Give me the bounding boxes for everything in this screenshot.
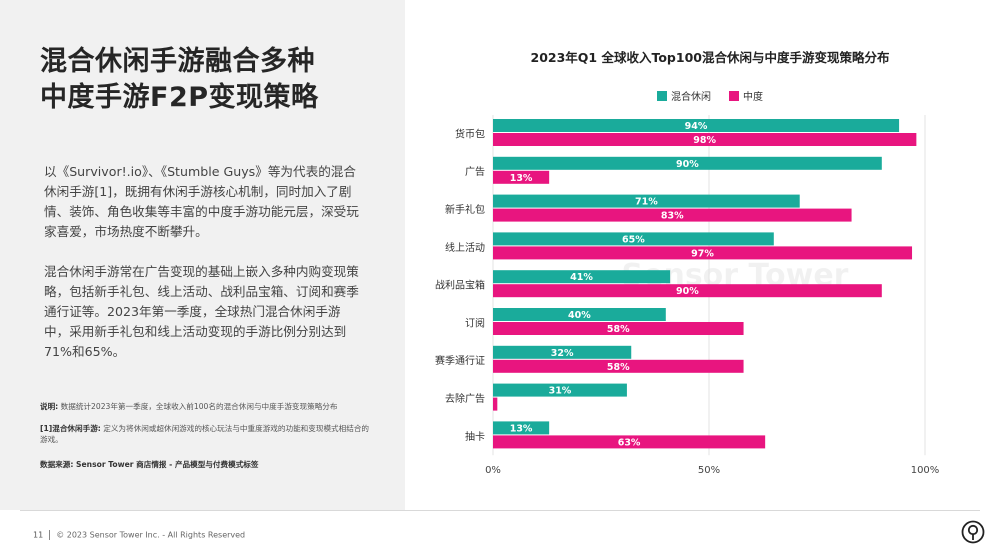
note-definition: [1]混合休闲手游: 定义为将休闲或超休闲游戏的核心玩法与中重度游戏的功能和变现…	[40, 423, 370, 445]
note-source: 数据来源: Sensor Tower 商店情报 - 产品模型与付费模式标签	[40, 460, 259, 469]
bar-hybrid-casual	[493, 270, 671, 284]
bar-midcore	[493, 133, 917, 146]
bar-value-label: 90%	[676, 159, 699, 170]
bar-hybrid-casual	[493, 421, 550, 435]
bar-midcore	[493, 246, 913, 260]
bar-value-label: 98%	[693, 135, 716, 146]
footer-divider	[20, 510, 980, 511]
body-paragraph-1: 以《Survivor!.io》、《Stumble Guys》等为代表的混合休闲手…	[44, 164, 359, 239]
bar-hybrid-casual	[493, 232, 774, 246]
bar-value-label: 58%	[607, 362, 630, 373]
legend-label-2: 中度	[743, 90, 763, 103]
page-title: 混合休闲手游融合多种 中度手游F2P变现策略	[40, 44, 319, 116]
category-label: 抽卡	[465, 430, 485, 443]
body-paragraph-2: 混合休闲手游常在广告变现的基础上嵌入多种内购变现策略，包括新手礼包、线上活动、战…	[44, 264, 359, 359]
category-label: 订阅	[465, 316, 485, 329]
title-line-2: 中度手游F2P变现策略	[40, 82, 319, 113]
bar-value-label: 40%	[568, 310, 591, 321]
legend-label-1: 混合休闲	[671, 90, 711, 103]
bar-midcore	[493, 397, 498, 411]
x-tick-label-0: 0%	[485, 465, 501, 476]
footer-separator	[49, 530, 51, 540]
category-label: 线上活动	[445, 241, 485, 254]
bar-hybrid-casual	[493, 345, 632, 359]
bar-value-label: 41%	[570, 272, 593, 283]
note-description: 说明: 数据统计2023年第一季度，全球收入前100名的混合休闲与中度手游变现策…	[40, 401, 370, 412]
bar-midcore	[493, 435, 766, 449]
bar-value-label: 58%	[607, 324, 630, 335]
note-description-text: 数据统计2023年第一季度，全球收入前100名的混合休闲与中度手游变现策略分布	[60, 402, 338, 411]
bar-midcore	[493, 322, 744, 335]
bar-value-label: 13%	[510, 173, 533, 184]
bar-hybrid-casual	[493, 308, 666, 321]
page-number: 11	[33, 530, 44, 540]
sensor-tower-logo-icon	[961, 520, 985, 544]
bar-value-label: 94%	[685, 121, 708, 132]
bar-hybrid-casual	[493, 194, 800, 208]
bar-value-label: 63%	[618, 437, 641, 448]
note-description-label: 说明:	[40, 402, 59, 411]
bar-value-label: 83%	[661, 211, 684, 222]
category-label: 新手礼包	[445, 203, 485, 216]
x-tick-label-100: 100%	[911, 465, 940, 476]
note-definition-label: [1]混合休闲手游:	[40, 424, 101, 433]
bar-midcore	[493, 170, 550, 184]
left-panel: 混合休闲手游融合多种 中度手游F2P变现策略 以《Survivor!.io》、《…	[0, 0, 405, 510]
note-definition-text: 定义为将休闲或超休闲游戏的核心玩法与中重度游戏的功能和变现模式相结合的游戏。	[40, 424, 370, 444]
legend-swatch-2	[729, 91, 739, 101]
category-label: 广告	[465, 165, 485, 178]
category-label: 去除广告	[445, 392, 485, 405]
bar-hybrid-casual	[493, 119, 900, 132]
bar-value-label: 90%	[676, 286, 699, 297]
bar-midcore	[493, 208, 852, 222]
bar-midcore	[493, 359, 744, 373]
category-label: 货币包	[455, 127, 485, 140]
bar-value-label: 32%	[551, 348, 574, 359]
bar-hybrid-casual	[493, 156, 882, 170]
title-line-1: 混合休闲手游融合多种	[40, 46, 315, 77]
bar-hybrid-casual	[493, 383, 627, 397]
bar-value-label: 13%	[510, 423, 533, 434]
bar-value-label: 71%	[635, 197, 658, 208]
bar-value-label: 65%	[622, 234, 645, 245]
footer: 11 © 2023 Sensor Tower Inc. - All Rights …	[33, 530, 245, 540]
bar-value-label: 97%	[691, 248, 714, 259]
category-label: 战利品宝箱	[435, 279, 485, 292]
category-label: 赛季通行证	[435, 354, 485, 367]
legend-swatch-1	[657, 91, 667, 101]
bar-value-label: 31%	[549, 386, 572, 397]
bar-midcore	[493, 284, 882, 298]
chart-title: 2023年Q1 全球收入Top100混合休闲与中度手游变现策略分布	[531, 50, 890, 65]
x-tick-label-50: 50%	[698, 465, 720, 476]
copyright: © 2023 Sensor Tower Inc. - All Rights Re…	[56, 530, 246, 540]
